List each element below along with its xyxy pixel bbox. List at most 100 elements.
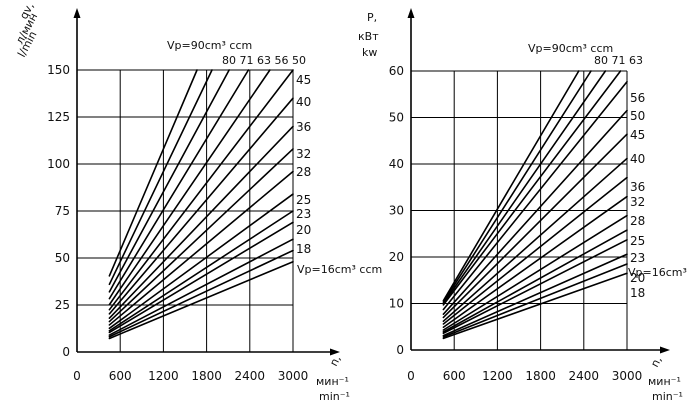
x-axis-label-line-2: мин⁻¹ <box>316 375 349 388</box>
series-end-label: 40 <box>630 152 645 166</box>
y-tick-label: 25 <box>55 298 70 312</box>
series-end-label: 20 <box>296 223 311 237</box>
series-line-vp40 <box>442 157 628 322</box>
series-end-label: 20 <box>630 271 645 285</box>
top-series-numbers: 80 71 63 56 50 <box>222 54 306 67</box>
x-axis-label-line-3: min⁻¹ <box>319 390 350 403</box>
x-tick-label: 3000 <box>278 369 309 383</box>
y-tick-label: 30 <box>389 204 404 218</box>
y-tick-label: 150 <box>47 63 70 77</box>
series-line-vp16 <box>442 272 628 340</box>
bottom-series-label: Vp=16cm³ ccm <box>628 266 690 279</box>
series-line-vp80 <box>108 69 213 286</box>
series-line-vp36 <box>442 176 628 325</box>
series-line-vp25 <box>108 210 294 332</box>
y-tick-label: 0 <box>62 345 70 359</box>
x-axis-arrow <box>330 348 340 356</box>
x-axis-label-line-1: n, <box>327 353 343 368</box>
series-line-vp18 <box>108 249 294 338</box>
y-tick-label: 50 <box>55 251 70 265</box>
series-line-vp56 <box>442 80 628 311</box>
series-line-vp36 <box>108 148 294 323</box>
series-end-label: 28 <box>630 214 645 228</box>
series-end-label: 23 <box>630 251 645 265</box>
series-end-label: 25 <box>296 193 311 207</box>
y-tick-label: 20 <box>389 250 404 264</box>
y-axis-arrow <box>73 8 81 18</box>
x-axis-arrow <box>660 346 670 354</box>
x-tick-label: 2400 <box>569 369 600 383</box>
y-axis-label-line-3: kw <box>362 46 377 59</box>
series-line-vp63 <box>108 69 250 300</box>
flow-chart: qv, л/мин l/min n, мин⁻¹ min⁻¹ Vp=90cm³ … <box>13 0 382 403</box>
x-tick-label: 0 <box>407 369 415 383</box>
series-end-label: 28 <box>296 165 311 179</box>
series-line-vp45 <box>442 133 628 319</box>
series-line-vp20 <box>442 253 628 337</box>
series-line-vp90 <box>108 69 198 277</box>
top-series-label: Vp=90cm³ ccm <box>528 42 613 55</box>
y-tick-label: 100 <box>47 157 70 171</box>
x-tick-label: 3000 <box>612 369 643 383</box>
y-tick-label: 50 <box>389 111 404 125</box>
series-line-vp45 <box>108 97 294 315</box>
series-line-vp32 <box>442 195 628 329</box>
series-end-label: 56 <box>630 91 645 105</box>
series-line-vp20 <box>108 238 294 336</box>
x-axis-label-line-1: n, <box>648 354 664 369</box>
series-line-vp25 <box>442 229 628 333</box>
series-end-label: 18 <box>630 286 645 300</box>
x-tick-label: 1800 <box>525 369 556 383</box>
x-tick-label: 1200 <box>148 369 179 383</box>
series-line-vp16 <box>108 260 294 340</box>
x-tick-label: 600 <box>443 369 466 383</box>
y-axis-arrow <box>407 8 415 18</box>
x-axis-label-line-2: мин⁻¹ <box>648 375 681 388</box>
series-end-label: 23 <box>296 207 311 221</box>
y-tick-label: 125 <box>47 110 70 124</box>
series-end-label: 36 <box>296 120 311 134</box>
series-line-vp40 <box>108 125 294 319</box>
series-line-vp90 <box>442 70 580 302</box>
series-line-vp28 <box>442 214 628 331</box>
series-line-vp71 <box>108 69 230 293</box>
series-lines <box>442 70 628 340</box>
series-end-label: 50 <box>630 109 645 123</box>
series-end-label: 18 <box>296 242 311 256</box>
series-end-label: 36 <box>630 180 645 194</box>
series-end-label: 25 <box>630 234 645 248</box>
series-end-label: 32 <box>630 195 645 209</box>
top-series-label: Vp=90cm³ ccm <box>167 39 252 52</box>
series-end-label: 40 <box>296 95 311 109</box>
series-line-vp71 <box>442 70 607 305</box>
series-line-vp50 <box>442 109 628 315</box>
series-line-vp23 <box>442 238 628 335</box>
x-tick-label: 2400 <box>235 369 266 383</box>
series-end-label: 32 <box>296 147 311 161</box>
y-axis-label-line-2: кВт <box>358 30 379 43</box>
power-chart: P, кВт kw n, мин⁻¹ min⁻¹ Vp=90cm³ ccm 80… <box>358 8 690 403</box>
series-line-vp18 <box>442 263 628 338</box>
bottom-series-label: Vp=16cm³ ccm <box>297 263 382 276</box>
series-lines <box>108 69 294 340</box>
series-line-vp32 <box>108 170 294 326</box>
series-line-vp80 <box>442 70 592 303</box>
grid <box>411 70 628 350</box>
x-tick-label: 600 <box>109 369 132 383</box>
series-end-label: 45 <box>296 73 311 87</box>
top-series-numbers: 80 71 63 <box>594 54 643 67</box>
series-line-vp56 <box>108 69 271 306</box>
x-tick-label: 0 <box>73 369 81 383</box>
x-tick-label: 1800 <box>191 369 222 383</box>
series-line-vp50 <box>108 69 294 311</box>
y-tick-label: 40 <box>389 157 404 171</box>
y-tick-label: 60 <box>389 64 404 78</box>
series-line-vp23 <box>108 221 294 334</box>
y-tick-label: 0 <box>396 343 404 357</box>
x-tick-label: 1200 <box>482 369 513 383</box>
series-line-vp28 <box>108 193 294 330</box>
series-line-vp63 <box>442 70 622 306</box>
y-tick-label: 10 <box>389 297 404 311</box>
y-axis-label-line-1: P, <box>367 11 377 24</box>
